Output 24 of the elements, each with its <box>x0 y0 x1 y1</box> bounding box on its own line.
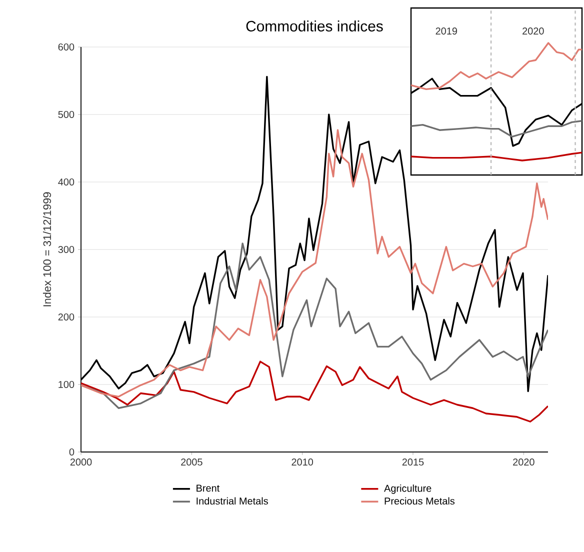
line-series <box>81 129 548 398</box>
y-tick-label: 200 <box>58 313 74 321</box>
y-tick-label: 100 <box>58 380 74 388</box>
line-series <box>81 76 548 392</box>
legend-label: Precious Metals <box>384 497 455 505</box>
x-tick-label: 2015 <box>402 458 424 466</box>
x-tick-label: 2005 <box>181 458 202 466</box>
chart-title: Commodities indices <box>246 20 383 32</box>
y-tick-label: 300 <box>58 246 74 254</box>
line-series <box>81 360 548 422</box>
legend-label: Brent <box>196 484 220 492</box>
y-tick-label: 400 <box>58 178 74 186</box>
x-tick-label: 2020 <box>513 458 534 466</box>
y-tick-label: 600 <box>58 43 74 51</box>
y-tick-label: 0 <box>69 448 74 456</box>
x-tick-label: 2020 <box>522 28 544 35</box>
x-tick-label: 2019 <box>436 28 457 35</box>
legend-label: Industrial Metals <box>196 497 268 505</box>
line-series <box>81 242 548 409</box>
x-tick-label: 2000 <box>70 458 92 466</box>
y-axis-title: Index 100 = 31/12/1999 <box>42 192 52 306</box>
y-tick-label: 500 <box>58 110 74 118</box>
x-tick-label: 2010 <box>292 458 314 466</box>
legend-label: Agriculture <box>384 484 432 494</box>
